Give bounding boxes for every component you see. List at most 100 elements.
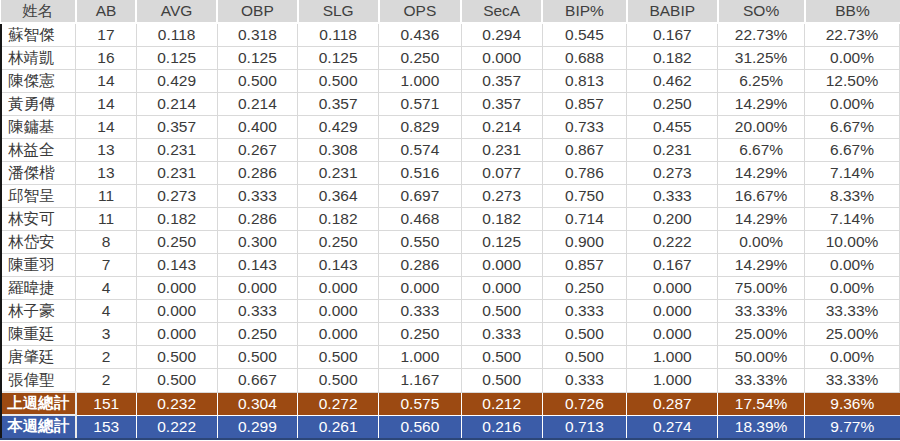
header-cell-1[interactable]: AB	[76, 0, 137, 23]
player-name-cell[interactable]: 張偉聖	[1, 369, 76, 393]
total-stat-cell[interactable]: 0.287	[627, 392, 718, 415]
player-name-cell[interactable]: 林安可	[1, 208, 76, 231]
stat-cell[interactable]: 0.400	[217, 116, 298, 139]
player-name-cell[interactable]: 蘇智傑	[1, 23, 76, 47]
stat-cell[interactable]: 0.125	[136, 47, 217, 70]
stat-cell[interactable]: 0.000	[298, 323, 379, 346]
stat-cell[interactable]: 33.33%	[805, 369, 900, 393]
stat-cell[interactable]: 0.900	[542, 231, 627, 254]
stat-cell[interactable]: 22.73%	[718, 23, 805, 47]
stat-cell[interactable]: 8.33%	[805, 185, 900, 208]
total-stat-cell[interactable]: 0.232	[136, 392, 217, 415]
stat-cell[interactable]: 0.250	[379, 323, 462, 346]
stat-cell[interactable]: 0.000	[627, 323, 718, 346]
stat-cell[interactable]: 0.000	[461, 47, 542, 70]
stat-cell[interactable]: 0.000	[461, 254, 542, 277]
total-stat-cell[interactable]: 0.222	[136, 415, 217, 439]
stat-cell[interactable]: 7	[76, 254, 137, 277]
stat-cell[interactable]: 75.00%	[718, 277, 805, 300]
stat-cell[interactable]: 0.436	[379, 23, 462, 47]
player-name-cell[interactable]: 唐肇廷	[1, 346, 76, 369]
stat-cell[interactable]: 1.000	[627, 346, 718, 369]
stat-cell[interactable]: 11	[76, 208, 137, 231]
stat-cell[interactable]: 0.250	[379, 47, 462, 70]
stat-cell[interactable]: 0.829	[379, 116, 462, 139]
stat-cell[interactable]: 0.000	[136, 277, 217, 300]
stat-cell[interactable]: 0.231	[461, 139, 542, 162]
stat-cell[interactable]: 0.455	[627, 116, 718, 139]
stat-cell[interactable]: 0.333	[542, 300, 627, 323]
stat-cell[interactable]: 0.516	[379, 162, 462, 185]
stat-cell[interactable]: 10.00%	[805, 231, 900, 254]
stat-cell[interactable]: 0.00%	[805, 346, 900, 369]
stat-cell[interactable]: 0.000	[627, 300, 718, 323]
stat-cell[interactable]: 22.73%	[805, 23, 900, 47]
stat-cell[interactable]: 0.500	[461, 300, 542, 323]
stat-cell[interactable]: 0.250	[136, 231, 217, 254]
header-cell-4[interactable]: SLG	[298, 0, 379, 23]
stat-cell[interactable]: 0.000	[217, 277, 298, 300]
stat-cell[interactable]: 0.286	[379, 254, 462, 277]
stat-cell[interactable]: 7.14%	[805, 162, 900, 185]
stat-cell[interactable]: 0.231	[298, 162, 379, 185]
stat-cell[interactable]: 0.143	[136, 254, 217, 277]
total-stat-cell[interactable]: 0.726	[542, 392, 627, 415]
stat-cell[interactable]: 0.214	[217, 93, 298, 116]
header-cell-6[interactable]: SecA	[461, 0, 542, 23]
stat-cell[interactable]: 1.167	[379, 369, 462, 393]
stat-cell[interactable]: 0.333	[379, 300, 462, 323]
player-name-cell[interactable]: 羅暐捷	[1, 277, 76, 300]
total-stat-cell[interactable]: 0.216	[461, 415, 542, 439]
stat-cell[interactable]: 0.500	[136, 369, 217, 393]
stat-cell[interactable]: 0.118	[298, 23, 379, 47]
stat-cell[interactable]: 25.00%	[805, 323, 900, 346]
stat-cell[interactable]: 0.000	[298, 300, 379, 323]
stat-cell[interactable]: 0.571	[379, 93, 462, 116]
stat-cell[interactable]: 0.182	[461, 208, 542, 231]
stat-cell[interactable]: 0.000	[379, 277, 462, 300]
stat-cell[interactable]: 0.333	[217, 300, 298, 323]
stat-cell[interactable]: 1.000	[379, 70, 462, 93]
stat-cell[interactable]: 0.300	[217, 231, 298, 254]
stat-cell[interactable]: 0.182	[627, 47, 718, 70]
stat-cell[interactable]: 0.786	[542, 162, 627, 185]
stat-cell[interactable]: 0.333	[217, 185, 298, 208]
header-cell-10[interactable]: BB%	[805, 0, 900, 23]
stat-cell[interactable]: 33.33%	[718, 369, 805, 393]
header-cell-8[interactable]: BABIP	[627, 0, 718, 23]
stat-cell[interactable]: 0.308	[298, 139, 379, 162]
total-stat-cell[interactable]: 0.261	[298, 415, 379, 439]
total-stat-cell[interactable]: 151	[76, 392, 137, 415]
stat-cell[interactable]: 7.14%	[805, 208, 900, 231]
stat-cell[interactable]: 0.118	[136, 23, 217, 47]
stat-cell[interactable]: 0.231	[136, 139, 217, 162]
stat-cell[interactable]: 0.333	[627, 185, 718, 208]
stat-cell[interactable]: 6.67%	[805, 116, 900, 139]
stat-cell[interactable]: 14	[76, 116, 137, 139]
stat-cell[interactable]: 0.00%	[805, 254, 900, 277]
stat-cell[interactable]: 16.67%	[718, 185, 805, 208]
stat-cell[interactable]: 6.25%	[718, 70, 805, 93]
stat-cell[interactable]: 0.318	[217, 23, 298, 47]
stat-cell[interactable]: 0.500	[542, 346, 627, 369]
stat-cell[interactable]: 0.500	[298, 70, 379, 93]
player-name-cell[interactable]: 林子豪	[1, 300, 76, 323]
stat-cell[interactable]: 8	[76, 231, 137, 254]
stat-cell[interactable]: 0.857	[542, 93, 627, 116]
stat-cell[interactable]: 0.000	[298, 277, 379, 300]
stat-cell[interactable]: 16	[76, 47, 137, 70]
stat-cell[interactable]: 0.267	[217, 139, 298, 162]
stat-cell[interactable]: 0.545	[542, 23, 627, 47]
stat-cell[interactable]: 0.733	[542, 116, 627, 139]
total-stat-cell[interactable]: 18.39%	[718, 415, 805, 439]
total-stat-cell[interactable]: 0.274	[627, 415, 718, 439]
stat-cell[interactable]: 0.125	[298, 47, 379, 70]
header-cell-2[interactable]: AVG	[136, 0, 217, 23]
stat-cell[interactable]: 0.250	[298, 231, 379, 254]
player-name-cell[interactable]: 邱智呈	[1, 185, 76, 208]
stat-cell[interactable]: 0.867	[542, 139, 627, 162]
stat-cell[interactable]: 4	[76, 277, 137, 300]
stat-cell[interactable]: 3	[76, 323, 137, 346]
header-cell-5[interactable]: OPS	[379, 0, 462, 23]
stat-cell[interactable]: 0.273	[136, 185, 217, 208]
